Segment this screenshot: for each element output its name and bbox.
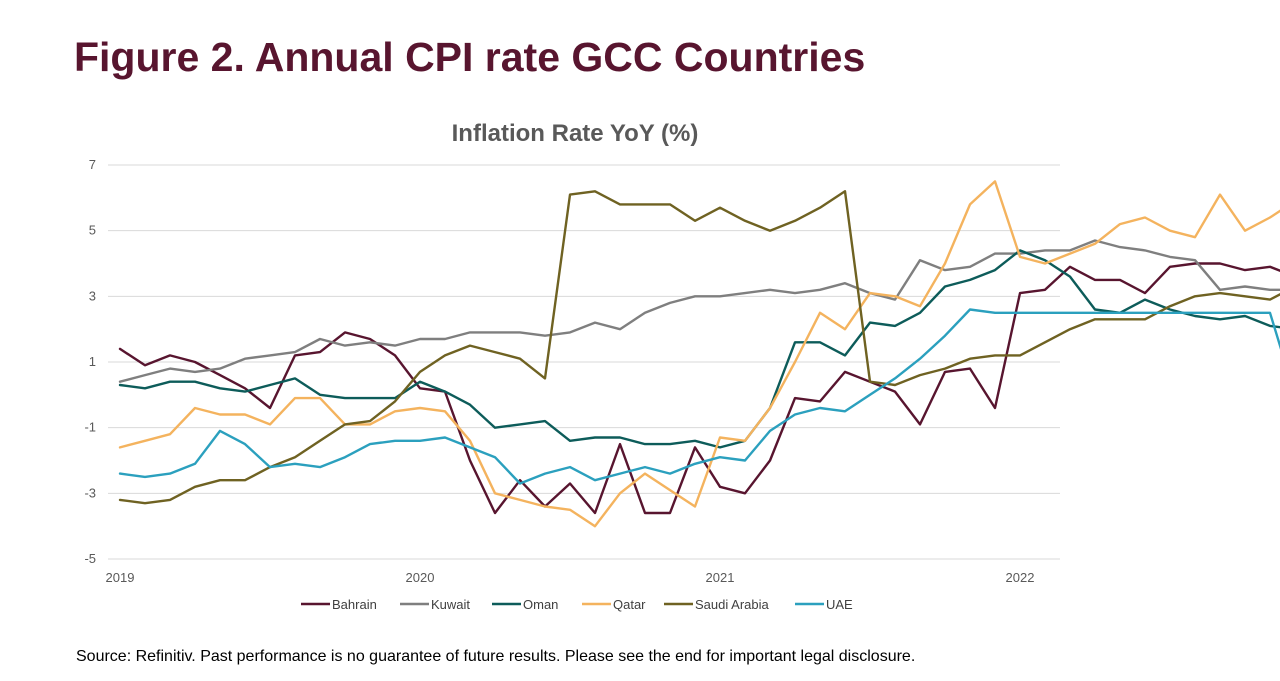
x-tick-label: 2020 xyxy=(406,570,435,585)
series-line-oman xyxy=(118,249,1280,449)
x-tick-label: 2021 xyxy=(706,570,735,585)
series-line-bahrain xyxy=(118,262,1280,515)
legend-label: UAE xyxy=(826,597,853,612)
y-tick-label: 5 xyxy=(89,223,96,238)
chart-title: Inflation Rate YoY (%) xyxy=(452,120,699,147)
figure-title: Figure 2. Annual CPI rate GCC Countries xyxy=(74,34,866,80)
y-tick-label: -1 xyxy=(84,420,96,435)
x-axis: 2019 2020 2021 2022 xyxy=(106,570,1035,585)
series-line-saudi-arabia xyxy=(118,190,1280,505)
gridlines xyxy=(108,164,1060,560)
legend-label: Bahrain xyxy=(332,597,377,612)
x-tick-label: 2019 xyxy=(106,570,135,585)
series-line-uae xyxy=(118,308,1280,485)
legend-label: Oman xyxy=(523,597,558,612)
source-note: Source: Refinitiv. Past performance is n… xyxy=(76,648,916,665)
legend-label: Qatar xyxy=(613,597,646,612)
y-tick-label: -3 xyxy=(84,485,96,500)
x-tick-label: 2022 xyxy=(1006,570,1035,585)
legend-label: Kuwait xyxy=(431,597,470,612)
y-tick-label: 3 xyxy=(89,288,96,303)
y-axis: 7 5 3 1 -1 -3 -5 xyxy=(84,157,96,566)
legend-label: Saudi Arabia xyxy=(695,597,769,612)
y-tick-label: 7 xyxy=(89,157,96,172)
series-lines xyxy=(118,180,1280,528)
legend: Bahrain Kuwait Oman Qatar Saudi Arabia UAE xyxy=(301,597,853,612)
y-tick-label: -5 xyxy=(84,551,96,566)
y-tick-label: 1 xyxy=(89,354,96,369)
series-line-qatar xyxy=(118,180,1280,528)
